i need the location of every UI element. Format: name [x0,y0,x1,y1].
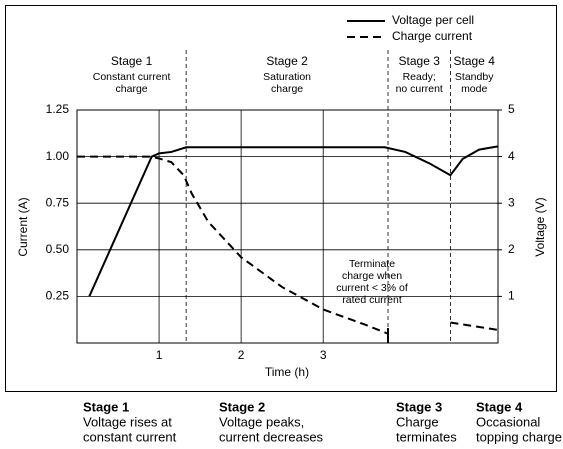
series-line [88,145,499,297]
caption-title: Stage 3 [396,399,442,414]
legend-label: Voltage per cell [392,13,474,27]
stage-name: Stage 1 [111,54,153,68]
y2-tick-label: 4 [508,149,515,163]
plot-border [76,109,499,344]
caption-title: Stage 4 [476,399,523,414]
y-tick-label: 0.25 [46,289,70,303]
y-axis-label: Current (A) [16,197,30,256]
frame [5,5,557,392]
caption-text: Voltage rises at [83,414,172,429]
stage-label: Saturation [263,71,311,83]
caption-text: terminates [396,429,457,444]
y-tick-label: 1.00 [46,149,70,163]
x-tick-label: 3 [320,348,327,362]
x-axis-label: Time (h) [265,365,309,379]
stage-name: Stage 2 [266,54,308,68]
y2-tick-label: 3 [508,195,515,209]
caption-title: Stage 1 [83,399,129,414]
caption-text: Occasional [476,414,540,429]
stage-label: Ready; [403,71,436,83]
caption-text: topping charge [476,429,562,444]
y-tick-label: 1.25 [46,102,70,116]
caption-text: current decreases [219,429,324,444]
y2-tick-label: 1 [508,289,515,303]
y2-axis-label: Voltage (V) [533,197,547,256]
stage-label: Standby [455,71,494,83]
series-line [77,155,499,335]
y-tick-label: 0.75 [46,195,70,209]
caption-title: Stage 2 [219,399,265,414]
annotation: Terminate [349,258,395,270]
y2-tick-label: 5 [508,102,515,116]
y-tick-label: 0.50 [46,242,70,256]
stage-name: Stage 3 [399,54,441,68]
stage-label: charge [271,83,303,95]
x-tick-label: 2 [238,348,245,362]
annotation: current < 3% of [336,282,408,294]
legend-label: Charge current [392,29,473,43]
stage-label: no current [396,83,443,95]
y2-tick-label: 2 [508,242,515,256]
caption-text: Voltage peaks, [219,414,304,429]
x-tick-label: 1 [156,348,163,362]
annotation: rated current [342,294,402,306]
stage-label: mode [461,83,487,95]
caption-text: constant current [83,429,177,444]
stage-name: Stage 4 [454,54,496,68]
stage-label: charge [116,83,148,95]
stage-label: Constant current [93,71,171,83]
annotation: charge when [342,270,402,282]
caption-text: Charge [396,414,439,429]
